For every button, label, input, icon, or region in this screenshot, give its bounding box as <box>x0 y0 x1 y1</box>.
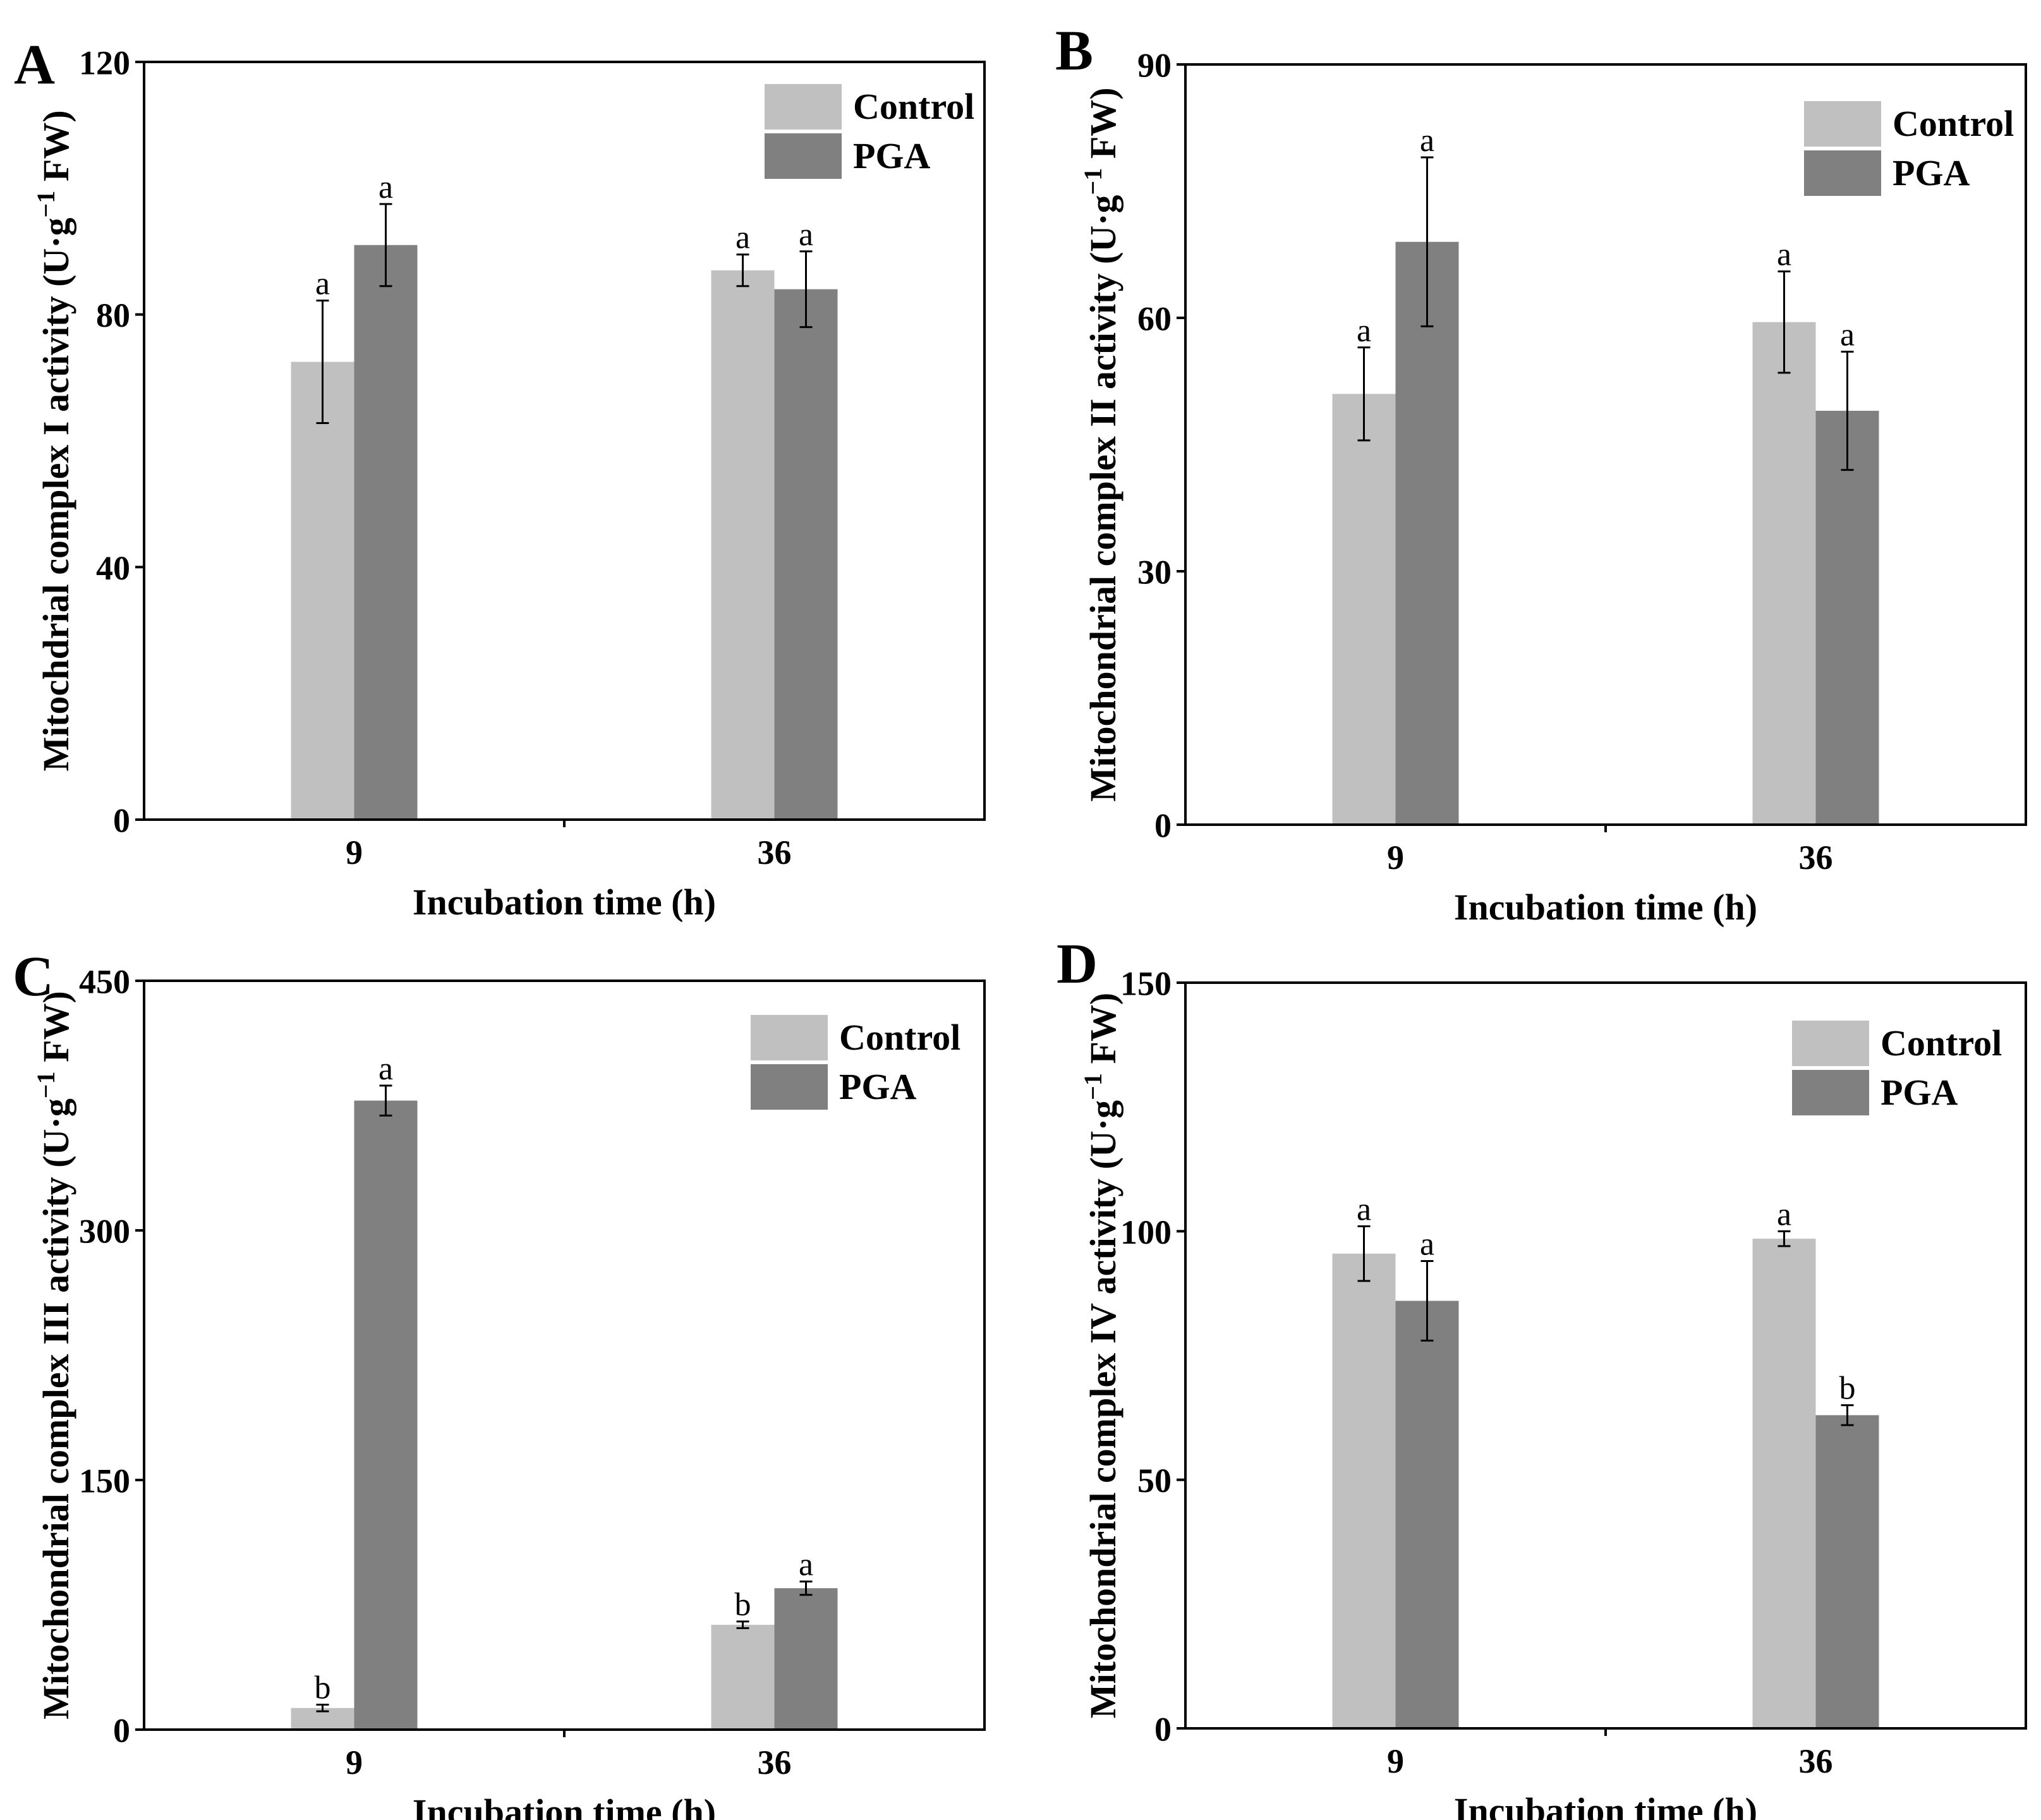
bar-pga-9h <box>354 1100 418 1730</box>
y-tick-label: 450 <box>79 962 130 1000</box>
significance-letter: a <box>1420 1227 1434 1263</box>
legend-swatch-pga <box>751 1064 828 1110</box>
panel-b: Ba a a a 0 30 60 90 9 36 Incubation time (h) Mitoch… <box>1055 20 2027 928</box>
x-tick-label: 9 <box>1387 1742 1404 1780</box>
significance-letter: b <box>735 1587 751 1623</box>
x-tick-label: 9 <box>346 834 363 871</box>
x-tick-label: 36 <box>1799 839 1833 877</box>
bar-pga-36h <box>774 289 838 820</box>
y-tick-label: 0 <box>113 1711 130 1749</box>
y-tick-label: 30 <box>1137 553 1172 591</box>
legend-label-pga: PGA <box>1893 152 1970 193</box>
significance-letter: a <box>1840 317 1855 353</box>
significance-letter: a <box>1420 123 1434 159</box>
legend-swatch-pga <box>765 133 842 179</box>
legend-label-control: Control <box>1893 103 2014 144</box>
significance-letter: a <box>1777 1196 1791 1232</box>
bar-pga-9h <box>1395 1301 1459 1728</box>
bar-pga-36h <box>774 1588 838 1730</box>
y-tick-label: 0 <box>1154 806 1172 844</box>
bar-control-36h <box>1752 1239 1816 1728</box>
significance-letter: a <box>736 220 750 256</box>
legend-label-pga: PGA <box>853 135 931 176</box>
significance-letter: a <box>379 1051 393 1087</box>
y-tick-label: 300 <box>79 1212 130 1250</box>
significance-letter: a <box>1357 1191 1371 1227</box>
bar-control-9h <box>291 361 354 820</box>
legend-label-control: Control <box>839 1017 960 1058</box>
legend-label-pga: PGA <box>1881 1072 1958 1113</box>
x-axis-label: Incubation time (h) <box>1454 1790 1757 1820</box>
legend-label-control: Control <box>1881 1022 2002 1064</box>
significance-letter: a <box>1777 236 1791 272</box>
y-tick-label: 150 <box>1120 964 1172 1002</box>
y-tick-label: 100 <box>1120 1213 1172 1251</box>
x-axis-label: Incubation time (h) <box>413 1792 716 1820</box>
legend-label-control: Control <box>853 86 974 127</box>
y-tick-label: 0 <box>113 801 130 839</box>
x-axis-label: Incubation time (h) <box>413 882 716 923</box>
x-tick-label: 9 <box>1387 839 1404 877</box>
significance-letter: a <box>1357 313 1371 349</box>
bar-pga-36h <box>1815 1415 1879 1728</box>
legend-swatch-control <box>765 84 842 130</box>
bar-pga-9h <box>354 245 418 820</box>
bar-control-9h <box>1332 394 1396 825</box>
significance-letter: a <box>379 169 393 205</box>
bar-pga-9h <box>1395 241 1459 825</box>
y-tick-label: 0 <box>1154 1710 1172 1748</box>
panel-letter: B <box>1055 20 1093 82</box>
y-tick-label: 40 <box>96 549 130 587</box>
significance-letter: b <box>1839 1371 1856 1407</box>
y-tick-label: 50 <box>1137 1462 1172 1500</box>
bar-control-36h <box>711 1625 775 1730</box>
panel-letter: A <box>14 33 55 96</box>
y-tick-label: 120 <box>79 44 130 82</box>
significance-letter: a <box>799 217 813 253</box>
bar-control-9h <box>1332 1253 1396 1728</box>
y-axis-label: Mitochdrial complex I activity (U·g−1 FW… <box>32 110 76 771</box>
x-tick-label: 9 <box>346 1744 363 1781</box>
legend-label-pga: PGA <box>839 1066 917 1107</box>
y-axis-label: Mitochondrial complex II activity (U·g−1… <box>1079 87 1123 801</box>
legend-swatch-pga <box>1804 150 1881 196</box>
panel-a: Aa a a a 0 40 80 120 9 36 Incubation time (h) Mitoc… <box>14 33 986 923</box>
significance-letter: a <box>799 1547 813 1583</box>
x-tick-label: 36 <box>758 834 792 871</box>
bar-pga-36h <box>1815 411 1879 825</box>
x-axis-label: Incubation time (h) <box>1454 887 1757 928</box>
y-tick-label: 150 <box>79 1462 130 1500</box>
legend-swatch-pga <box>1792 1070 1869 1115</box>
bar-control-36h <box>1752 322 1816 825</box>
x-tick-label: 36 <box>758 1744 792 1781</box>
legend-swatch-control <box>1804 101 1881 147</box>
y-tick-label: 90 <box>1137 46 1172 84</box>
y-axis-label: Mitochondrial complex III activity (U·g−… <box>32 991 76 1720</box>
panel-letter: C <box>13 945 54 1008</box>
panel-d: Da a a b 0 50 100 150 9 36 Incubation time (h) Mito… <box>1057 933 2027 1820</box>
panel-c: Cb b a a 0 150 300 450 9 36 Incubation time (h) Mit… <box>13 945 986 1820</box>
panel-letter: D <box>1057 933 1098 995</box>
legend-swatch-control <box>1792 1021 1869 1066</box>
y-tick-label: 60 <box>1137 300 1172 337</box>
y-axis-label: Mitochondrial complex IV activity (U·g−1… <box>1079 993 1123 1718</box>
significance-letter: b <box>315 1670 331 1706</box>
legend-swatch-control <box>751 1015 828 1060</box>
y-tick-label: 80 <box>96 296 130 334</box>
significance-letter: a <box>315 266 330 302</box>
x-tick-label: 36 <box>1799 1742 1833 1780</box>
bar-control-36h <box>711 270 775 820</box>
